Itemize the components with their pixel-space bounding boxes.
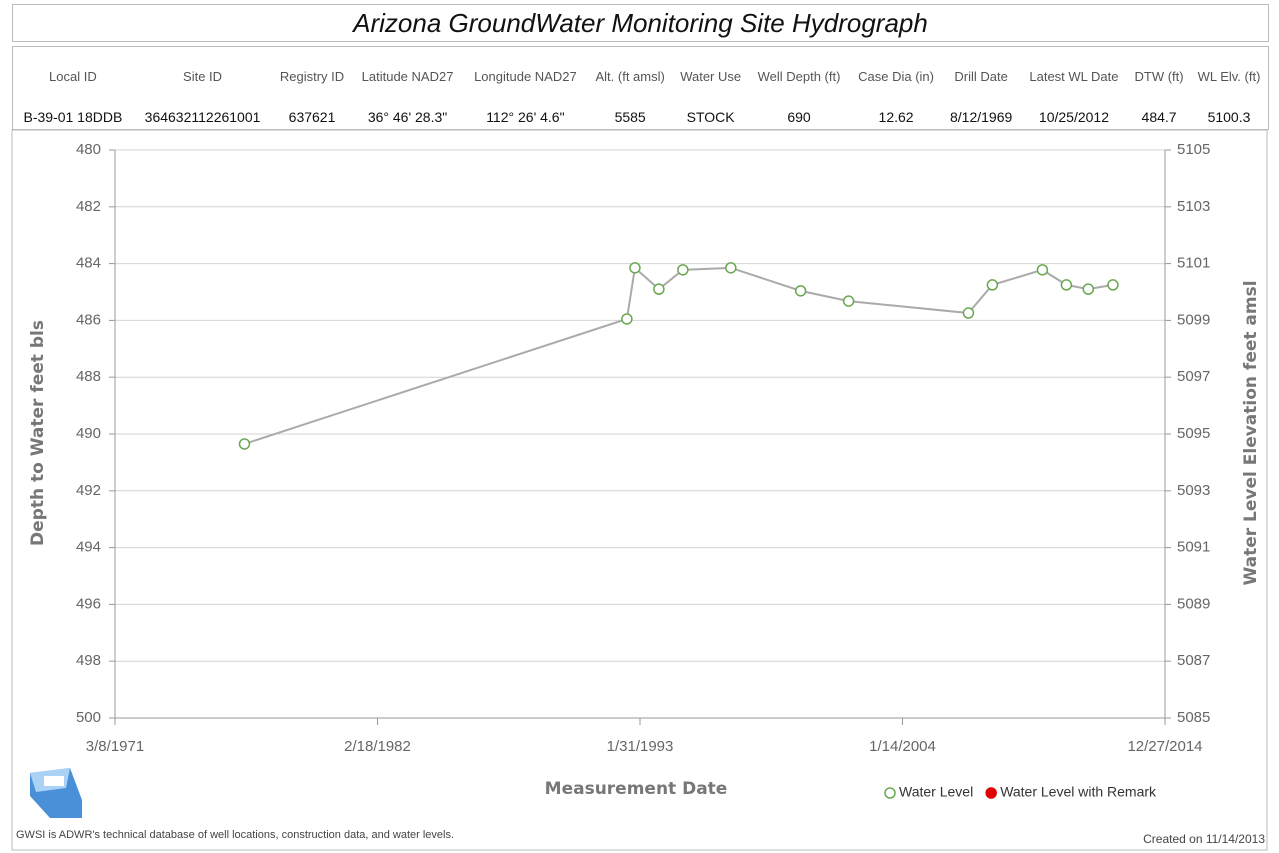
created-date: Created on 11/14/2013 <box>1143 832 1265 846</box>
data-point <box>629 262 641 274</box>
table-cell: 5100.3 <box>1207 109 1251 125</box>
data-point <box>1107 279 1119 291</box>
column-header: Case Dia (in) <box>858 68 934 84</box>
table-cell: 690 <box>787 109 811 125</box>
column-header: Registry ID <box>279 68 345 84</box>
legend-label: Water Level <box>899 784 973 800</box>
logo <box>30 768 82 818</box>
table-cell: 12.62 <box>878 109 914 125</box>
y-tick-label: 498 <box>76 652 101 669</box>
x-tick-label: 2/18/1982 <box>344 738 411 755</box>
y-tick-label: 490 <box>76 425 101 442</box>
y2-axis-label: Water Level Elevation feet amsl <box>1241 280 1261 585</box>
y2-tick-label: 5093 <box>1177 482 1210 499</box>
column-header: Longitude NAD27 <box>474 68 577 84</box>
table-cell: 10/25/2012 <box>1038 109 1109 125</box>
footer-note: GWSI is ADWR's technical database of wel… <box>16 829 454 841</box>
table-cell: 36° 46' 28.3" <box>367 109 448 125</box>
data-row: B-39-01 18DDB 364632112261001 637621 36° 46… <box>13 105 1269 130</box>
data-point <box>621 313 633 325</box>
column-header: Latitude NAD27 <box>361 68 454 84</box>
column-header: Local ID <box>49 68 97 84</box>
y2-tick-label: 5089 <box>1177 595 1210 612</box>
column-header: WL Elv. (ft) <box>1197 68 1261 84</box>
legend-marker <box>985 787 997 799</box>
y-tick-label: 480 <box>76 141 101 158</box>
title: Arizona GroundWater Monitoring Site Hydr… <box>12 4 1269 42</box>
data-point <box>1082 283 1095 295</box>
column-header: DTW (ft) <box>1134 68 1184 84</box>
y2-tick-label: 5099 <box>1177 311 1210 328</box>
y2-tick-label: 5095 <box>1177 425 1210 442</box>
table-cell: 5585 <box>614 109 646 125</box>
x-tick-label: 1/14/2004 <box>869 738 936 755</box>
column-header: Drill Date <box>954 68 1008 84</box>
column-header: Latest WL Date <box>1029 68 1119 84</box>
y-tick-label: 484 <box>76 255 101 272</box>
y-tick-label: 500 <box>76 709 101 726</box>
y-tick-label: 496 <box>76 595 101 612</box>
data-point <box>725 262 737 274</box>
y2-tick-label: 5101 <box>1177 255 1210 272</box>
data-point <box>986 279 999 291</box>
y-tick-label: 482 <box>76 198 101 215</box>
table-cell: 364632112261001 <box>144 109 261 125</box>
y2-tick-label: 5103 <box>1177 198 1210 215</box>
legend-label: Water Level with Remark <box>1000 784 1157 800</box>
table-cell: 8/12/1969 <box>949 109 1013 125</box>
table-cell: B-39-01 18DDB <box>23 109 123 125</box>
data-point <box>794 285 807 297</box>
table-cell: 637621 <box>288 109 336 125</box>
site-table: Local ID Site ID Registry ID Latitude NAD27… <box>12 46 1269 130</box>
y2-tick-label: 5097 <box>1177 368 1210 385</box>
header-row: Local ID Site ID Registry ID Latitude NAD27… <box>13 47 1269 106</box>
y-tick-label: 494 <box>76 539 101 556</box>
legend-marker <box>884 787 896 799</box>
x-axis-label: Measurement Date <box>545 779 728 799</box>
x-tick-label: 12/27/2014 <box>1127 738 1202 755</box>
column-header: Alt. (ft amsl) <box>595 68 665 84</box>
x-tick-label: 3/8/1971 <box>86 738 144 755</box>
table-cell: 484.7 <box>1141 109 1177 125</box>
chart: Measurement Date Depth to Water feet bls… <box>11 129 1268 851</box>
y-axis-label: Depth to Water feet bls <box>28 320 48 546</box>
data-point <box>677 264 689 276</box>
y2-tick-label: 5087 <box>1177 652 1210 669</box>
y2-tick-label: 5091 <box>1177 539 1210 556</box>
chart-frame <box>11 129 1268 851</box>
x-tick-label: 1/31/1993 <box>607 738 674 755</box>
y-tick-label: 492 <box>76 482 101 499</box>
table-cell: STOCK <box>686 109 735 125</box>
column-header: Well Depth (ft) <box>757 68 841 84</box>
y2-tick-label: 5085 <box>1177 709 1210 726</box>
y2-tick-label: 5105 <box>1177 141 1210 158</box>
data-point <box>842 295 855 307</box>
data-point <box>1060 279 1073 291</box>
data-point <box>238 438 251 450</box>
y-tick-label: 486 <box>76 311 101 328</box>
y-tick-label: 488 <box>76 368 101 385</box>
series-line <box>244 265 1114 445</box>
column-header: Water Use <box>680 68 742 84</box>
column-header: Site ID <box>183 68 223 84</box>
data-point <box>653 283 665 295</box>
data-point <box>962 307 975 319</box>
table-cell: 112° 26' 4.6" <box>486 109 565 125</box>
data-point <box>1036 264 1049 276</box>
